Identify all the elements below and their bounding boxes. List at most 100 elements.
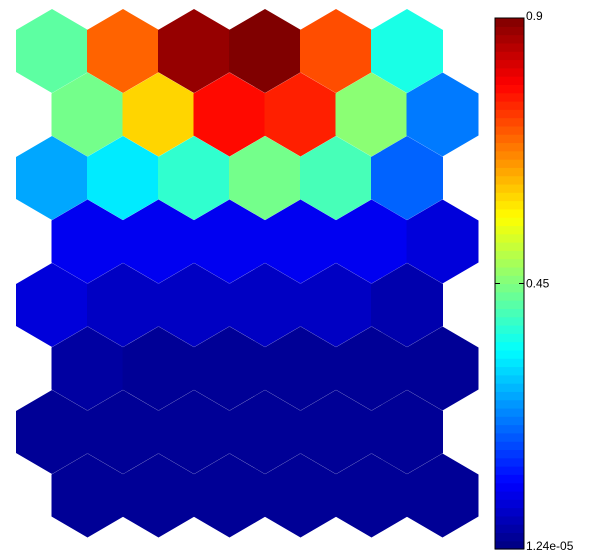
hex-cell-r7-c6 — [406, 453, 479, 538]
hex-cell-r5-c1 — [51, 326, 124, 411]
hexagon-grid — [16, 9, 479, 538]
colorbar-segment — [495, 490, 524, 500]
colorbar-segment — [495, 142, 524, 152]
hex-cell-r7-c4 — [264, 453, 337, 538]
colorbar-segment — [495, 532, 524, 542]
hex-cell-r4-c2 — [158, 263, 230, 347]
hex-cell-r5-c6 — [406, 326, 479, 411]
colorbar-segment — [495, 125, 524, 135]
colorbar-segment — [495, 117, 524, 127]
colorbar-segment — [495, 524, 524, 534]
colorbar-segment — [495, 175, 524, 185]
colorbar-segment — [495, 407, 524, 417]
colorbar-segment — [495, 42, 524, 52]
hex-cell-r2-c2 — [158, 136, 230, 220]
colorbar-segment — [495, 200, 524, 210]
hex-cell-r1-c5 — [335, 72, 408, 157]
colorbar-segment — [495, 18, 524, 27]
colorbar-segment — [495, 192, 524, 202]
colorbar-segment — [495, 109, 524, 119]
hex-cell-r0-c1 — [87, 9, 159, 93]
hex-cell-r6-c0 — [16, 390, 88, 474]
colorbar-segment — [495, 515, 524, 525]
hex-cell-r4-c0 — [16, 263, 88, 347]
colorbar-segment — [495, 59, 524, 69]
colorbar-tick-label: 0.9 — [526, 9, 543, 23]
colorbar-segment — [495, 482, 524, 492]
hex-cell-r4-c4 — [300, 263, 372, 347]
hex-cell-r0-c2 — [158, 9, 230, 93]
hex-cell-r2-c5 — [371, 136, 443, 220]
colorbar-segment — [495, 540, 524, 550]
hex-cell-r3-c5 — [335, 199, 408, 284]
colorbar-segment — [495, 316, 524, 326]
colorbar-segment — [495, 76, 524, 85]
colorbar-segment — [495, 341, 524, 351]
colorbar-segment — [495, 333, 524, 343]
hex-cell-r3-c6 — [406, 199, 479, 284]
colorbar-segment — [495, 308, 524, 318]
colorbar-segment — [495, 499, 524, 509]
hex-cell-r6-c5 — [371, 390, 443, 474]
hex-cell-r3-c1 — [51, 199, 124, 284]
hex-cell-r6-c2 — [158, 390, 230, 474]
colorbar-segment — [495, 84, 524, 94]
colorbar-segment — [495, 507, 524, 517]
hex-cell-r6-c4 — [300, 390, 372, 474]
hex-cell-r6-c3 — [229, 390, 301, 474]
hex-cell-r2-c3 — [229, 136, 301, 220]
colorbar-segment — [495, 349, 524, 359]
colorbar-segment — [495, 67, 524, 77]
hex-cell-r2-c1 — [87, 136, 159, 220]
hex-cell-r5-c3 — [193, 326, 266, 411]
hex-cell-r0-c3 — [229, 9, 301, 93]
hex-cell-r1-c4 — [264, 72, 337, 157]
hex-cell-r1-c2 — [122, 72, 195, 157]
colorbar-segment — [495, 474, 524, 484]
colorbar-segment — [495, 383, 524, 392]
colorbar-segment — [495, 51, 524, 61]
colorbar-segment — [495, 441, 524, 451]
hex-cell-r0-c5 — [371, 9, 443, 93]
hex-cell-r7-c3 — [193, 453, 266, 538]
colorbar-segment — [495, 424, 524, 434]
hex-cell-r3-c2 — [122, 199, 195, 284]
hex-cell-r5-c4 — [264, 326, 337, 411]
colorbar-segment — [495, 258, 524, 268]
colorbar-tick-label: 1.24e-05 — [526, 539, 574, 553]
colorbar-segment — [495, 34, 524, 44]
colorbar-segment — [495, 283, 524, 293]
hex-cell-r3-c3 — [193, 199, 266, 284]
hex-cell-r1-c6 — [406, 72, 479, 157]
hex-cell-r4-c5 — [371, 263, 443, 347]
colorbar-segment — [495, 183, 524, 193]
colorbar-segment — [495, 92, 524, 102]
colorbar-segment — [495, 358, 524, 368]
colorbar-segment — [495, 291, 524, 301]
hex-cell-r1-c1 — [51, 72, 124, 157]
colorbar-segment — [495, 208, 524, 218]
hex-cell-r5-c5 — [335, 326, 408, 411]
hex-cell-r7-c2 — [122, 453, 195, 538]
colorbar: 0.9 0.45 1.24e-05 — [494, 9, 574, 553]
hex-cell-r7-c1 — [51, 453, 124, 538]
hex-cell-r2-c0 — [16, 136, 88, 220]
colorbar-segment — [495, 167, 524, 177]
hex-cell-r7-c5 — [335, 453, 408, 538]
colorbar-segment — [495, 416, 524, 426]
colorbar-segment — [495, 466, 524, 475]
colorbar-tick-label: 0.45 — [526, 277, 550, 291]
hex-cell-r0-c4 — [300, 9, 372, 93]
colorbar-segment — [495, 134, 524, 144]
hex-cell-r0-c0 — [16, 9, 88, 93]
colorbar-segment — [495, 225, 524, 235]
colorbar-segment — [495, 26, 524, 36]
colorbar-segment — [495, 449, 524, 459]
colorbar-segment — [495, 150, 524, 160]
hex-cell-r6-c1 — [87, 390, 159, 474]
colorbar-segment — [495, 391, 524, 401]
hex-cell-r1-c3 — [193, 72, 266, 157]
colorbar-segment — [495, 217, 524, 227]
